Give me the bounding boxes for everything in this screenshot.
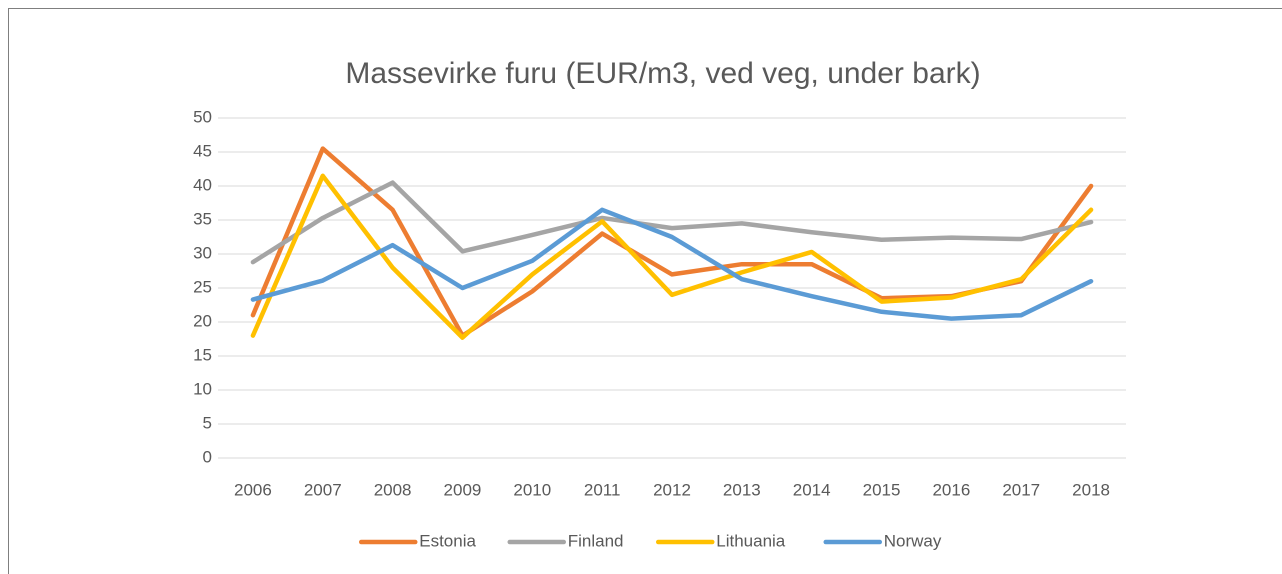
x-tick-label: 2016 — [932, 480, 970, 499]
x-tick-label: 2014 — [793, 480, 831, 499]
legend-label: Norway — [884, 531, 942, 550]
y-tick-label: 15 — [193, 345, 212, 364]
line-series — [250, 173, 1094, 340]
x-tick-label: 2006 — [234, 480, 272, 499]
y-tick-label: 0 — [203, 447, 212, 466]
line-series — [250, 180, 1094, 265]
x-tick-label: 2010 — [513, 480, 551, 499]
x-tick-label: 2013 — [723, 480, 761, 499]
legend-label: Lithuania — [716, 531, 786, 550]
y-tick-label: 45 — [193, 141, 212, 160]
y-tick-label: 30 — [193, 243, 212, 262]
y-tick-label: 50 — [193, 107, 212, 126]
y-tick-label: 35 — [193, 209, 212, 228]
legend-label: Finland — [568, 531, 624, 550]
x-tick-label: 2017 — [1002, 480, 1040, 499]
x-tick-label: 2008 — [374, 480, 412, 499]
line-series — [250, 207, 1094, 321]
x-tick-label: 2012 — [653, 480, 691, 499]
x-tick-label: 2018 — [1072, 480, 1110, 499]
y-tick-label: 40 — [193, 175, 212, 194]
y-tick-label: 20 — [193, 311, 212, 330]
legend-label: Estonia — [419, 531, 476, 550]
y-tick-label: 25 — [193, 277, 212, 296]
y-tick-label: 10 — [193, 379, 212, 398]
x-tick-label: 2011 — [584, 480, 621, 499]
chart-title: Massevirke furu (EUR/m3, ved veg, under … — [345, 57, 980, 90]
x-tick-label: 2015 — [863, 480, 901, 499]
x-tick-label: 2009 — [444, 480, 482, 499]
y-tick-label: 5 — [203, 413, 212, 432]
x-tick-label: 2007 — [304, 480, 342, 499]
